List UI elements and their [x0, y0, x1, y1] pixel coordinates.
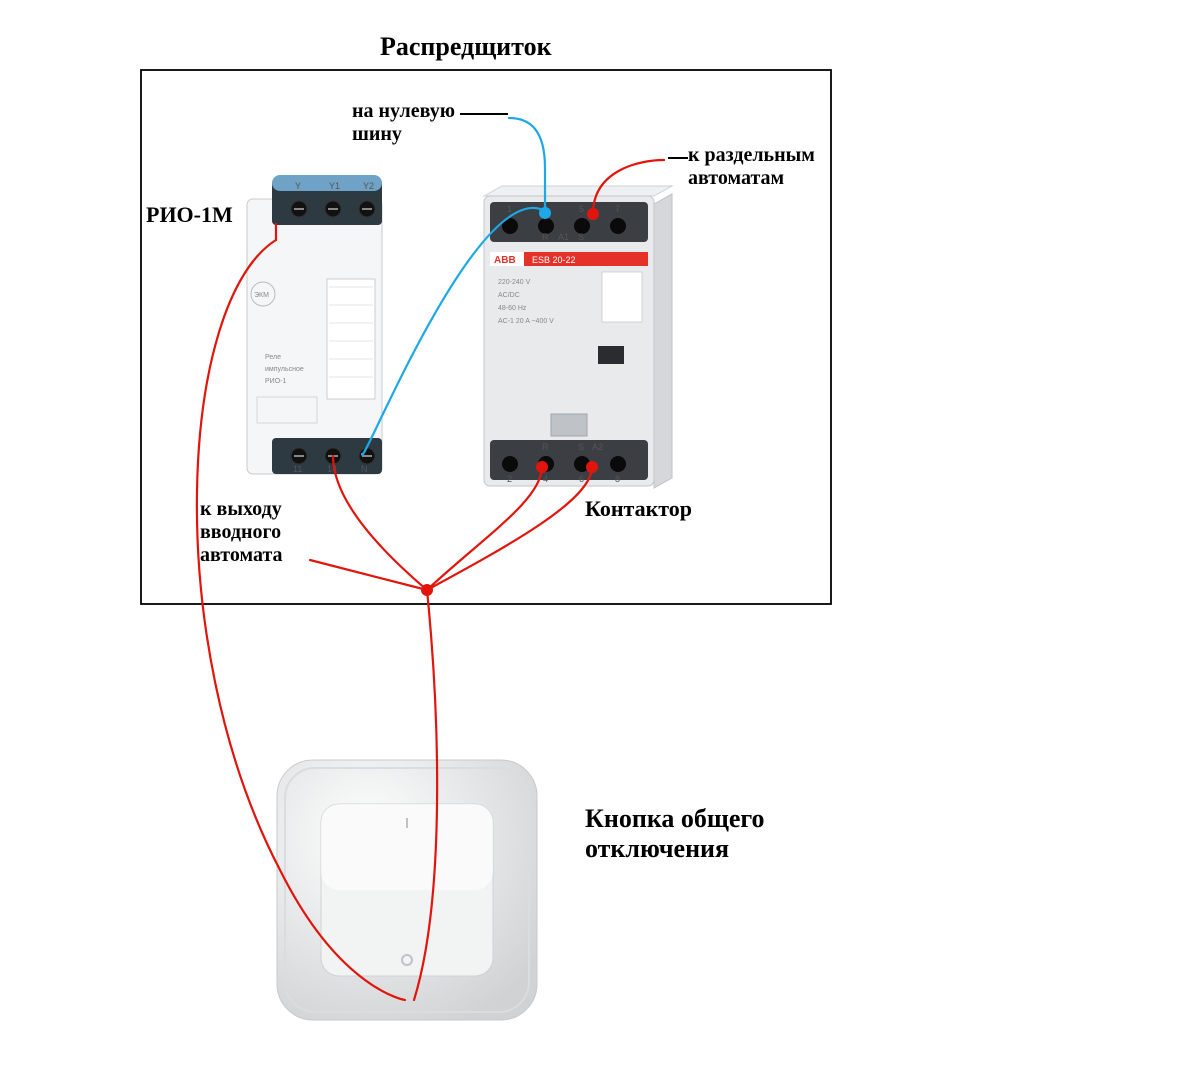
svg-text:ABB: ABB	[494, 255, 516, 266]
svg-text:Y2: Y2	[363, 181, 374, 191]
svg-text:48-60 Hz: 48-60 Hz	[498, 305, 527, 312]
wiring-diagram-canvas: YY1Y21114NЭКМРелеимпульсноеРИО-11357RSA1…	[0, 0, 1200, 1082]
contactor-device: 1357RSA12468RSA2ABBESB 20-22220-240 VAC/…	[484, 186, 672, 488]
svg-text:импульсное: импульсное	[265, 366, 304, 373]
svg-text:AC/DC: AC/DC	[498, 292, 520, 299]
wire-junction	[421, 584, 433, 596]
svg-text:6: 6	[579, 474, 584, 484]
svg-text:7: 7	[615, 204, 620, 214]
label-input_auto: к выходу вводного автомата	[200, 498, 283, 567]
svg-text:Y1: Y1	[329, 181, 340, 191]
svg-text:S: S	[578, 232, 584, 242]
svg-text:1: 1	[507, 204, 512, 214]
svg-text:A1: A1	[558, 232, 569, 242]
svg-text:5: 5	[579, 204, 584, 214]
label-rio: РИО-1М	[146, 202, 233, 227]
label-button: Кнопка общего отключения	[585, 804, 765, 864]
label-contactor: Контактор	[585, 496, 692, 521]
svg-text:A2: A2	[592, 442, 603, 452]
svg-text:AC-1 20 A ~400 V: AC-1 20 A ~400 V	[498, 318, 554, 325]
svg-text:Y: Y	[295, 181, 301, 191]
master-off-button	[277, 760, 537, 1020]
svg-text:Реле: Реле	[265, 354, 281, 361]
svg-text:N: N	[361, 464, 368, 474]
svg-text:ESB 20-22: ESB 20-22	[532, 255, 576, 265]
svg-text:11: 11	[293, 464, 302, 474]
label-neutral_bus: на нулевую шину	[352, 100, 455, 146]
svg-text:S: S	[578, 442, 584, 452]
svg-text:2: 2	[507, 474, 512, 484]
svg-text:ЭКМ: ЭКМ	[254, 292, 269, 299]
relay-device: YY1Y21114NЭКМРелеимпульсноеРИО-1	[247, 175, 382, 474]
annot-line-0	[460, 113, 508, 115]
svg-text:R: R	[542, 232, 549, 242]
label-title: Распредщиток	[380, 32, 552, 62]
annot-line-1	[668, 157, 688, 159]
svg-text:4: 4	[543, 474, 548, 484]
label-separate: к раздельным автоматам	[688, 144, 815, 190]
svg-text:220-240 V: 220-240 V	[498, 279, 531, 286]
svg-text:8: 8	[615, 474, 620, 484]
svg-text:РИО-1: РИО-1	[265, 378, 286, 385]
svg-text:R: R	[542, 442, 549, 452]
